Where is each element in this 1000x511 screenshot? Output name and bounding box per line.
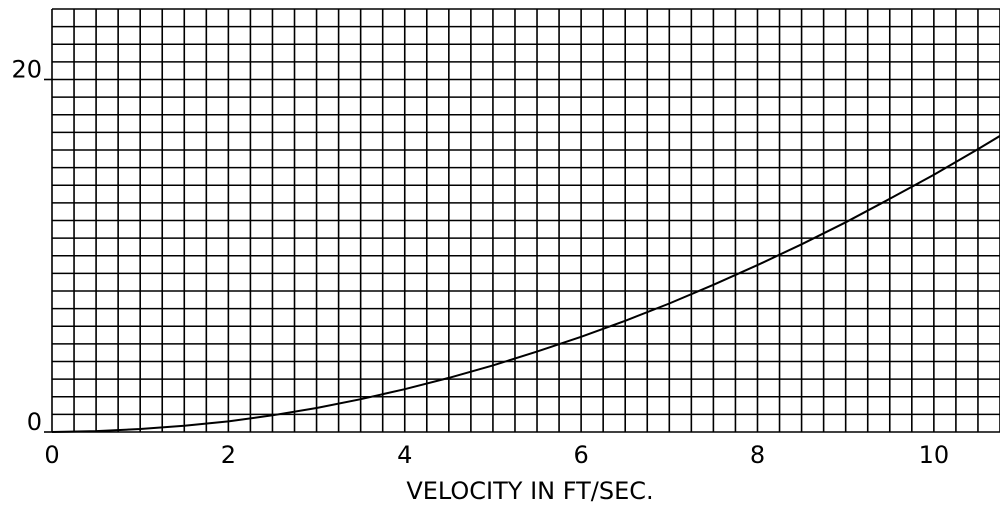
- series-layer: [51, 135, 1000, 433]
- tick-labels: 0 2 4 6 8 10 0 20: [11, 56, 949, 470]
- grid: [51, 8, 1000, 433]
- series-line: [51, 135, 1000, 433]
- x-axis-title: VELOCITY IN FT/SEC.: [406, 477, 653, 505]
- y-tick-label: 0: [27, 408, 42, 436]
- axes: [44, 78, 52, 433]
- x-tick-label: 10: [919, 441, 950, 469]
- x-tick-label: 0: [44, 441, 59, 469]
- x-tick-label: 8: [750, 441, 765, 469]
- x-tick-label: 6: [573, 441, 588, 469]
- y-tick-label: 20: [11, 56, 42, 84]
- x-tick-label: 2: [221, 441, 236, 469]
- x-tick-label: 4: [397, 441, 412, 469]
